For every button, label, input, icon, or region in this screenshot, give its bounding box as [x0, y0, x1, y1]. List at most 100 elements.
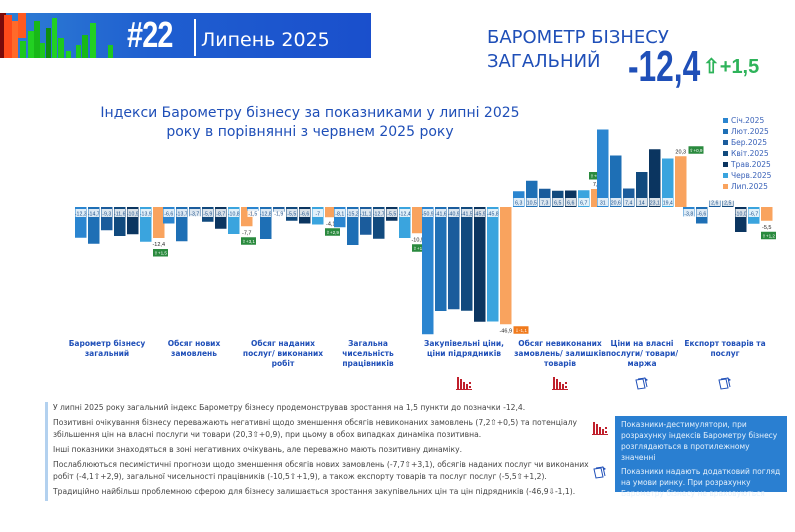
- additional-info-icon: [593, 466, 606, 479]
- issue-banner: [0, 13, 371, 58]
- data-label-bg: [347, 209, 358, 217]
- data-label-bg: [597, 198, 608, 206]
- bar-Лип.2025: [500, 207, 512, 325]
- data-label: -5,5: [287, 211, 296, 217]
- legend-label: Квіт.2025: [731, 149, 769, 158]
- category-label: Обсяг наданих послуг/ виконаних робіт: [242, 339, 324, 368]
- delta-badge: [761, 231, 776, 240]
- legend-item: Бер.2025: [723, 137, 771, 148]
- bar-Лют.2025: [526, 180, 538, 207]
- data-label-bg: [189, 209, 200, 217]
- bar-Трав.2025: [735, 207, 747, 232]
- bar-Трав.2025: [127, 207, 139, 235]
- data-label-bg: [448, 209, 459, 217]
- category-label: Закупівельні ціни, ціни підрядників: [424, 339, 504, 358]
- barometer-title: БАРОМЕТР БІЗНЕСУ ЗАГАЛЬНИЙ: [487, 26, 669, 74]
- banner-divider: [194, 19, 196, 56]
- data-label-bg: [526, 198, 537, 206]
- legend-swatch: [723, 151, 728, 156]
- legend-swatch: [723, 184, 728, 189]
- note-item: Традиційно найбільш проблемною сферою дл…: [53, 486, 576, 496]
- bar-Бер.2025: [623, 188, 635, 207]
- additional-icon: [718, 377, 731, 390]
- data-label-bg: [722, 198, 733, 206]
- data-label: -41,5: [461, 211, 473, 217]
- note-item: Послаблюються песимістичні прогнози щодо…: [53, 459, 589, 481]
- data-label-bg: [299, 209, 310, 217]
- data-label: -45,8: [487, 211, 499, 217]
- bar-Трав.2025: [474, 207, 486, 322]
- data-label-bg: [709, 198, 720, 206]
- delta-badge-text: ⇧+1,9: [413, 246, 426, 251]
- data-label: -40,9: [448, 211, 460, 217]
- legend-item: Січ.2025: [723, 115, 771, 126]
- bar-Лип.2025: [325, 207, 337, 218]
- data-label: 6,3: [515, 200, 522, 206]
- data-label: -12,4: [399, 211, 411, 217]
- data-label-current: -46,9: [499, 328, 512, 334]
- data-label-bg: [399, 209, 410, 217]
- bar-Квіт.2025: [373, 207, 385, 239]
- legend-item: Лип.2025: [723, 181, 771, 192]
- bar-Черв.2025: [487, 207, 499, 322]
- legend-item: Квіт.2025: [723, 148, 771, 159]
- bar-Лип.2025: [412, 207, 424, 234]
- data-label: -7: [315, 211, 320, 217]
- data-label: -11,1: [360, 211, 372, 217]
- data-label: -12,8: [260, 211, 272, 217]
- category-label: Ціни на власні послуги/ товари/ маржа: [605, 339, 679, 368]
- note-item: Позитивні очікування бізнесу переважають…: [53, 417, 578, 440]
- note-item: Інші показники знаходяться в зоні негати…: [53, 444, 463, 454]
- bar-Черв.2025: [228, 207, 240, 234]
- data-label-bg: [360, 209, 371, 217]
- legend-label: Трав.2025: [731, 160, 771, 169]
- data-label-bg: [461, 209, 472, 217]
- delta-badge: [325, 228, 340, 236]
- issue-month: Липень 2025: [201, 29, 330, 51]
- data-label-bg: [435, 209, 446, 217]
- destimulator-icon: [592, 422, 608, 435]
- bar-Січ.2025: [597, 129, 609, 207]
- summary-notes: У липні 2025 року загальний індекс Баром…: [45, 402, 593, 501]
- data-label-bg: [565, 198, 576, 206]
- data-label: -3,8: [684, 211, 693, 217]
- chart-legend: Січ.2025 Лют.2025 Бер.2025 Квіт.2025 Трав.20…: [723, 115, 771, 192]
- bar-Лют.2025: [260, 207, 272, 239]
- data-label: -14,7: [88, 211, 100, 217]
- data-label: -6,7: [749, 211, 758, 217]
- category-label: Експорт товарів та послуг: [684, 339, 766, 358]
- data-label-bg: [127, 209, 138, 217]
- data-label-bg: [474, 209, 485, 217]
- bar-Лют.2025: [435, 207, 447, 311]
- category-label: Барометр бізнесу загальний: [68, 339, 146, 358]
- legend-label: Черв.2025: [731, 171, 772, 180]
- delta-badge-text: ⇧+0,5: [590, 174, 603, 179]
- legend-label: Бер.2025: [731, 138, 767, 147]
- bar-Черв.2025: [140, 207, 152, 242]
- data-label-bg: [176, 209, 187, 217]
- data-label-current: -7,7: [242, 230, 251, 236]
- data-label-bg: [334, 209, 345, 217]
- data-label: -6,6: [164, 211, 173, 217]
- delta-badge-text: ⇧+2,9: [326, 230, 339, 235]
- barometer-value: -12,4: [628, 42, 701, 91]
- bar-Лип.2025: [761, 207, 773, 221]
- data-label-bg: [88, 209, 99, 217]
- data-label: 14: [639, 200, 645, 206]
- data-label-bg: [748, 209, 759, 217]
- delta-badge: [513, 326, 529, 334]
- legend-item: Трав.2025: [723, 159, 771, 170]
- chart-title: Індекси Барометру бізнесу за показниками…: [100, 105, 520, 140]
- data-label-bg: [610, 198, 621, 206]
- bar-Січ.2025: [247, 207, 259, 211]
- data-label-bg: [683, 209, 694, 217]
- data-label: 6,6: [567, 200, 574, 206]
- data-label-current: -4,1: [326, 221, 335, 227]
- bar-Бер.2025: [539, 188, 551, 207]
- barometer-title-line2: ЗАГАЛЬНИЙ: [487, 51, 601, 72]
- data-label-bg: [578, 198, 589, 206]
- data-label-bg: [373, 209, 384, 217]
- bar-Лип.2025: [241, 207, 253, 227]
- data-label-bg: [623, 198, 634, 206]
- data-label-bg: [422, 209, 433, 217]
